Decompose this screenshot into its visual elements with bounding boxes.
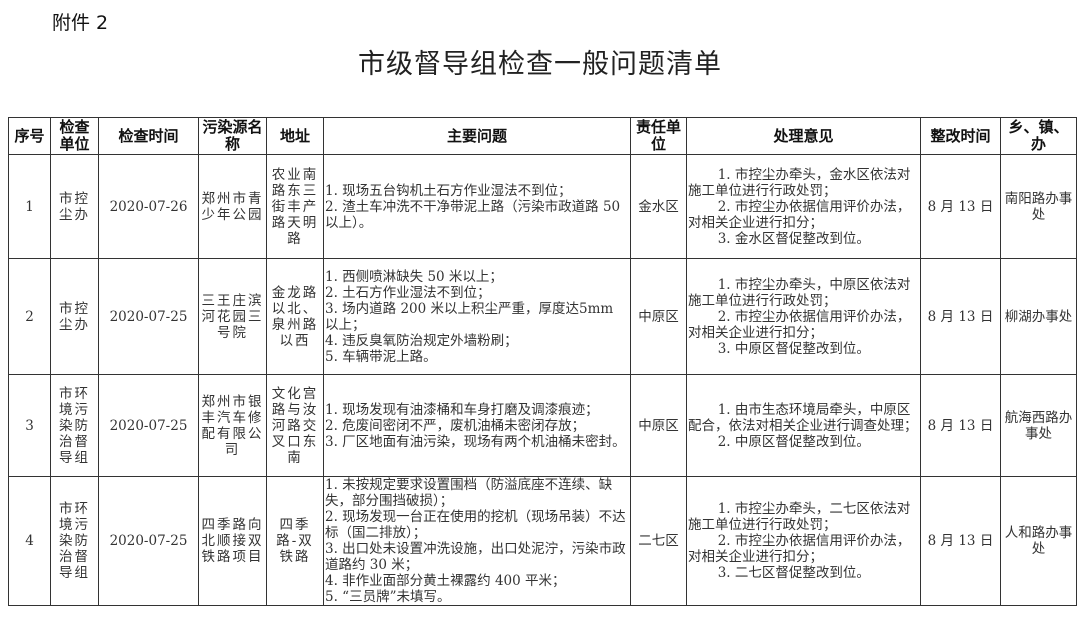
cell-town: 南阳路办事处 — [1000, 154, 1077, 259]
problem-item: 2. 现场发现一台正在使用的挖机（现场吊装）不达标（国二排放）； — [325, 509, 626, 541]
problem-item: 3. 场内道路 200 米以上积尘严重，厚度达5mm 以上； — [325, 300, 614, 333]
cell-date: 2020-07-25 — [98, 476, 199, 606]
opinion-item: 1. 由市生态环境局牵头，中原区配合，依法对相关企业进行调查处理； — [688, 401, 918, 434]
opinion-item: 1. 市控尘办牵头，金水区依法对施工单位进行行政处罚； — [688, 166, 911, 199]
header-address: 地址 — [266, 117, 324, 155]
problem-item: 4. 违反臭氧防治规定外墙粉刷； — [325, 332, 518, 349]
cell-deadline: 8 月 13 日 — [920, 258, 1001, 375]
cell-opinions: 1. 市控尘办牵头，二七区依法对施工单位进行行政处罚； 2. 市控尘办依据信用评价… — [686, 476, 921, 606]
problem-item: 1. 未按规定要求设置围档（防溢底座不连续、缺失，部分围挡破损）； — [325, 477, 613, 509]
cell-source: 郑州市青少年公园 — [198, 154, 267, 259]
cell-no: 4 — [8, 476, 51, 606]
problem-item: 1. 现场五台钩机土石方作业湿法不到位； — [325, 182, 572, 199]
cell-date: 2020-07-25 — [98, 258, 199, 375]
header-source: 污染源名称 — [198, 117, 267, 155]
cell-responsible: 金水区 — [630, 154, 687, 259]
header-opinions: 处理意见 — [686, 117, 921, 155]
opinion-item: 1. 市控尘办牵头，二七区依法对施工单位进行行政处罚； — [688, 501, 911, 533]
cell-town: 柳湖办事处 — [1000, 258, 1077, 375]
page-title: 市级督导组检查一般问题清单 — [358, 49, 722, 80]
cell-opinions: 1. 由市生态环境局牵头，中原区配合，依法对相关企业进行调查处理； 2. 中原区督… — [686, 374, 921, 477]
header-problems: 主要问题 — [323, 117, 631, 155]
cell-problems: 1. 西侧喷淋缺失 50 米以上； 2. 土石方作业湿法不到位； 3. 场内道路 2… — [323, 258, 631, 375]
header-deadline: 整改时间 — [920, 117, 1001, 155]
cell-no: 2 — [8, 258, 51, 375]
cell-address: 文化宫路与汝河路交叉口东南 — [266, 374, 324, 477]
problem-item: 1. 西侧喷淋缺失 50 米以上； — [325, 268, 503, 285]
table-header-row: 序号 检查单位 检查时间 污染源名称 地址 主要问题 责任单位 处理意见 整改时间 乡、镇、办 — [8, 117, 1077, 155]
inspection-issues-table: 序号 检查单位 检查时间 污染源名称 地址 主要问题 责任单位 处理意见 整改时间 乡、镇、办 1… — [8, 117, 1077, 606]
cell-address: 农业南路东三街丰产路天明路 — [266, 154, 324, 259]
cell-source: 四季路向北顺接双铁路项目 — [198, 476, 267, 606]
problem-item: 5. “三员牌”未填写。 — [325, 589, 451, 605]
cell-town: 航海西路办事处 — [1000, 374, 1077, 477]
cell-address: 金龙路以北、泉州路以西 — [266, 258, 324, 375]
table-row: 1 市控尘办 2020-07-26 郑州市青少年公园 农业南路东三街丰产路天明路 1. 现… — [8, 154, 1077, 259]
cell-date: 2020-07-25 — [98, 374, 199, 477]
opinion-item: 3. 中原区督促整改到位。 — [717, 340, 870, 357]
table-row: 2 市控尘办 2020-07-25 三王庄滨河花园三号院 金龙路以北、泉州路以西 1. 西… — [8, 258, 1077, 375]
cell-source: 三王庄滨河花园三号院 — [198, 258, 267, 375]
opinion-item: 2. 市控尘办依据信用评价办法，对相关企业进行扣分； — [688, 533, 911, 565]
cell-town: 人和路办事处 — [1000, 476, 1077, 606]
cell-unit: 市控尘办 — [50, 154, 99, 259]
cell-problems: 1. 现场发现有油漆桶和车身打磨及调漆痕迹； 2. 危废间密闭不严，废机油桶未密闭… — [323, 374, 631, 477]
problem-item: 2. 土石方作业湿法不到位； — [325, 284, 491, 301]
cell-unit: 市环境污染防治督导组 — [50, 374, 99, 477]
cell-responsible: 二七区 — [630, 476, 687, 606]
cell-deadline: 8 月 13 日 — [920, 154, 1001, 259]
header-no: 序号 — [8, 117, 51, 155]
opinion-item: 2. 市控尘办依据信用评价办法，对相关企业进行扣分； — [688, 308, 911, 341]
header-date: 检查时间 — [98, 117, 199, 155]
cell-date: 2020-07-26 — [98, 154, 199, 259]
problem-item: 3. 出口处未设置冲洗设施，出口处泥泞，污染市政道路约 30 米； — [325, 541, 626, 573]
header-unit: 检查单位 — [50, 117, 99, 155]
table-row: 4 市环境污染防治督导组 2020-07-25 四季路向北顺接双铁路项目 四季路-双铁路… — [8, 476, 1077, 606]
cell-responsible: 中原区 — [630, 258, 687, 375]
cell-responsible: 中原区 — [630, 374, 687, 477]
cell-problems: 1. 现场五台钩机土石方作业湿法不到位； 2. 渣土车冲洗不干净带泥上路（污染市政… — [323, 154, 631, 259]
cell-opinions: 1. 市控尘办牵头，中原区依法对施工单位进行行政处罚； 2. 市控尘办依据信用评价… — [686, 258, 921, 375]
header-town: 乡、镇、办 — [1000, 117, 1077, 155]
opinion-item: 2. 市控尘办依据信用评价办法，对相关企业进行扣分； — [688, 198, 911, 231]
problem-item: 2. 危废间密闭不严，废机油桶未密闭存放； — [325, 417, 586, 434]
cell-source: 郑州市银丰汽车修配有限公司 — [198, 374, 267, 477]
cell-opinions: 1. 市控尘办牵头，金水区依法对施工单位进行行政处罚； 2. 市控尘办依据信用评价… — [686, 154, 921, 259]
cell-problems: 1. 未按规定要求设置围档（防溢底座不连续、缺失，部分围挡破损）； 2. 现场发现… — [323, 476, 631, 606]
cell-unit: 市环境污染防治督导组 — [50, 476, 99, 606]
header-responsible: 责任单位 — [630, 117, 687, 155]
cell-unit: 市控尘办 — [50, 258, 99, 375]
cell-deadline: 8 月 13 日 — [920, 374, 1001, 477]
cell-no: 1 — [8, 154, 51, 259]
opinion-item: 1. 市控尘办牵头，中原区依法对施工单位进行行政处罚； — [688, 276, 911, 309]
problem-item: 2. 渣土车冲洗不干净带泥上路（污染市政道路 50 以上）。 — [325, 198, 621, 231]
cell-address: 四季路-双铁路 — [266, 476, 324, 606]
attachment-label: 附件 2 — [52, 12, 109, 34]
problem-item: 1. 现场发现有油漆桶和车身打磨及调漆痕迹； — [325, 401, 599, 418]
cell-no: 3 — [8, 374, 51, 477]
problem-item: 5. 车辆带泥上路。 — [325, 348, 437, 365]
problem-item: 4. 非作业面部分黄土裸露约 400 平米； — [325, 573, 566, 589]
cell-deadline: 8 月 13 日 — [920, 476, 1001, 606]
opinion-item: 2. 中原区督促整改到位。 — [717, 433, 870, 450]
opinion-item: 3. 二七区督促整改到位。 — [717, 565, 870, 581]
problem-item: 3. 厂区地面有油污染，现场有两个机油桶未密封。 — [325, 433, 626, 450]
opinion-item: 3. 金水区督促整改到位。 — [717, 230, 870, 247]
table-row: 3 市环境污染防治督导组 2020-07-25 郑州市银丰汽车修配有限公司 文化宫路与汝… — [8, 374, 1077, 477]
